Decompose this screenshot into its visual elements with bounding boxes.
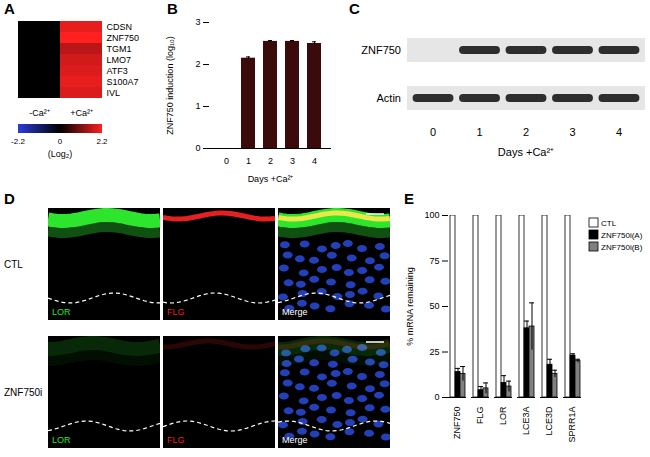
- svg-text:LOR: LOR: [52, 435, 71, 445]
- svg-text:3: 3: [569, 126, 575, 138]
- svg-text:1: 1: [476, 126, 482, 138]
- svg-text:-2.2: -2.2: [11, 137, 25, 146]
- svg-text:2: 2: [268, 156, 273, 166]
- svg-text:100: 100: [424, 210, 439, 220]
- svg-text:LCE3A: LCE3A: [521, 407, 531, 436]
- svg-text:0: 0: [434, 392, 439, 402]
- svg-text:FLG: FLG: [167, 435, 185, 445]
- svg-text:CDSN: CDSN: [107, 22, 133, 32]
- svg-text:ATF3: ATF3: [107, 66, 128, 76]
- svg-text:3: 3: [195, 17, 200, 27]
- svg-text:Merge: Merge: [282, 307, 308, 317]
- svg-text:IVL: IVL: [107, 88, 121, 98]
- html-text:E: E: [404, 190, 414, 207]
- svg-text:Actin: Actin: [377, 92, 401, 104]
- svg-text:LOR: LOR: [498, 406, 508, 425]
- svg-text:S100A7: S100A7: [107, 77, 139, 87]
- svg-text:1: 1: [246, 156, 251, 166]
- svg-text:Days +Ca²⁺: Days +Ca²⁺: [248, 174, 294, 184]
- svg-text:4: 4: [312, 156, 317, 166]
- svg-text:4: 4: [616, 126, 622, 138]
- svg-text:2.2: 2.2: [96, 137, 108, 146]
- svg-text:LMO7: LMO7: [107, 55, 132, 65]
- svg-text:0: 0: [58, 137, 63, 146]
- svg-text:SPRR1A: SPRR1A: [567, 407, 577, 443]
- svg-text:ZNF750i(A): ZNF750i(A): [601, 231, 643, 240]
- svg-text:2: 2: [195, 59, 200, 69]
- svg-text:CTL: CTL: [4, 259, 23, 270]
- svg-text:ZNF750 induction (log₁₀): ZNF750 induction (log₁₀): [165, 36, 175, 134]
- svg-text:0: 0: [195, 143, 200, 153]
- html-text:C: C: [349, 0, 360, 17]
- svg-text:1: 1: [195, 101, 200, 111]
- svg-text:75: 75: [429, 256, 439, 266]
- svg-text:LCE3D: LCE3D: [544, 406, 554, 436]
- svg-text:+Ca²⁺: +Ca²⁺: [70, 108, 93, 118]
- svg-text:50: 50: [429, 301, 439, 311]
- svg-text:Days +Ca²⁺: Days +Ca²⁺: [498, 146, 554, 158]
- svg-text:(Log₂): (Log₂): [48, 149, 73, 159]
- svg-text:Merge: Merge: [282, 435, 308, 445]
- html-text:A: A: [4, 0, 15, 17]
- html-text:D: D: [4, 190, 15, 207]
- svg-text:FLG: FLG: [167, 307, 185, 317]
- svg-text:% mRNA remaining: % mRNA remaining: [405, 267, 415, 346]
- svg-text:ZNF750: ZNF750: [452, 407, 462, 440]
- svg-text:ZNF750: ZNF750: [107, 33, 140, 43]
- svg-text:3: 3: [290, 156, 295, 166]
- svg-text:LOR: LOR: [52, 307, 71, 317]
- svg-text:CTL: CTL: [601, 219, 617, 228]
- svg-text:25: 25: [429, 347, 439, 357]
- html-text:B: B: [167, 0, 178, 17]
- svg-text:0: 0: [430, 126, 436, 138]
- svg-text:-Ca²⁺: -Ca²⁺: [29, 108, 50, 118]
- svg-text:0: 0: [224, 156, 229, 166]
- svg-text:ZNF750: ZNF750: [361, 44, 401, 56]
- svg-text:ZNF750i(B): ZNF750i(B): [601, 243, 643, 252]
- svg-text:FLG: FLG: [475, 407, 485, 425]
- svg-text:ZNF750i: ZNF750i: [4, 387, 42, 398]
- svg-text:2: 2: [523, 126, 529, 138]
- svg-text:TGM1: TGM1: [107, 44, 132, 54]
